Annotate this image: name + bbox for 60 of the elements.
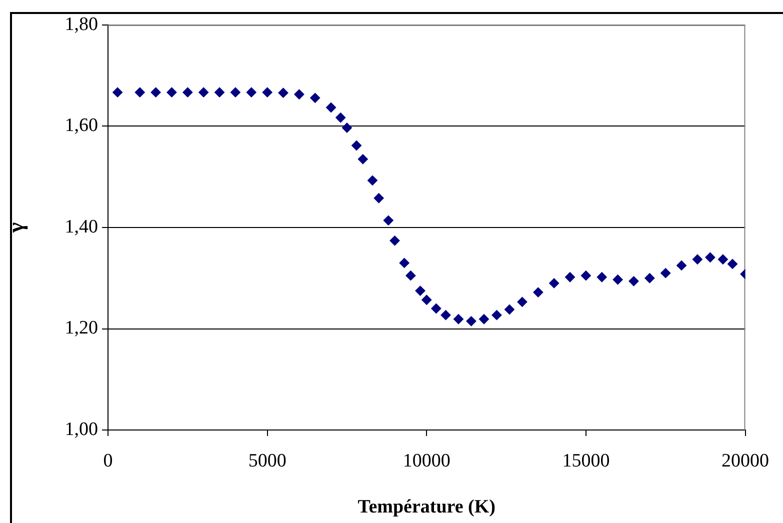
point [565,272,576,282]
point [676,260,687,270]
point [692,254,702,264]
point [383,215,394,226]
point [580,270,591,281]
point [415,286,426,296]
x-tick-label: 5000 [248,450,286,472]
point [453,314,464,324]
point [390,236,400,246]
point [399,258,410,268]
x-tick-label: 10000 [402,450,450,472]
point [440,310,451,320]
point [336,112,346,123]
point [406,270,416,281]
x-axis-title: Température (K) [358,496,496,518]
point [492,310,502,320]
point [278,88,288,98]
point [374,193,384,204]
point [422,294,432,305]
x-tick-label: 0 [103,450,113,472]
point [182,87,193,98]
point [112,87,123,98]
point [367,175,378,186]
x-tick-label: 15000 [562,450,610,472]
point [246,87,256,98]
y-tick-label: 1,60 [64,115,98,136]
point [644,273,655,284]
point [728,258,738,269]
point [150,87,161,98]
point [612,274,623,285]
point [705,252,716,262]
point [326,102,336,113]
point [262,87,272,98]
point [198,87,209,98]
point [358,154,368,164]
x-tick-label: 20000 [722,450,769,472]
point [596,272,607,282]
point [294,89,304,100]
y-tick-label: 1,80 [64,14,98,35]
point [166,87,177,98]
y-tick-label: 1,20 [64,318,98,339]
point [342,122,352,133]
point [310,92,320,103]
point [517,296,528,307]
y-tick-label: 1,00 [64,418,98,440]
point [660,268,671,278]
y-axis-title: γ [2,222,28,234]
point [478,314,489,324]
point [549,278,560,288]
point [134,87,145,98]
point [466,316,476,326]
y-tick-label: 1,40 [64,216,98,238]
point [431,304,442,314]
point [533,287,544,298]
point [230,87,240,98]
point [504,304,514,315]
point [352,140,362,150]
point [628,276,639,286]
point [718,254,728,264]
point [214,87,225,98]
